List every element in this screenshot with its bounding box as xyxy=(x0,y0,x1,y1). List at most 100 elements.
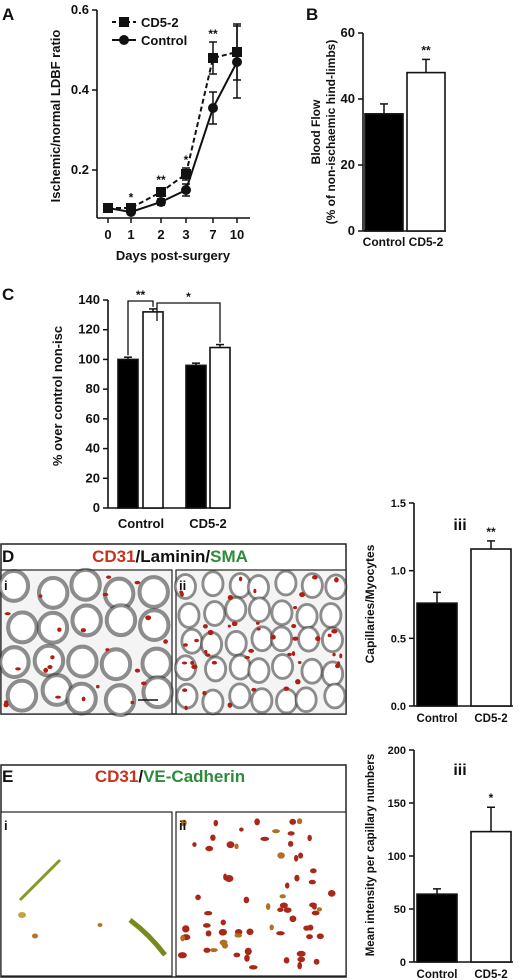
capillary-dot xyxy=(248,648,255,653)
myocyte-cell xyxy=(247,657,271,684)
myocyte-cell xyxy=(275,687,299,715)
capillary-dot xyxy=(283,686,290,691)
myocyte-cell xyxy=(66,644,99,679)
capillary-dot xyxy=(55,695,62,699)
myocyte-cell xyxy=(228,682,252,710)
significance-label: * xyxy=(184,153,189,167)
capillary-dot xyxy=(303,925,311,931)
myocyte-cell xyxy=(201,688,225,716)
capillary-dot xyxy=(298,852,304,859)
capillary-dot xyxy=(204,911,213,916)
capillary-dot xyxy=(327,890,336,897)
capillary-dot xyxy=(213,819,219,827)
significance-label: ** xyxy=(421,43,431,57)
legend-cd5-2-label: CD5-2 xyxy=(141,15,179,30)
x-category-label: CD5-2 xyxy=(474,713,507,725)
capillary-dot xyxy=(293,605,298,610)
capillary-dot xyxy=(256,627,261,631)
y-tick-label: 0 xyxy=(93,500,100,515)
series-cd5-2-line xyxy=(108,51,238,209)
x-tick-label: 1 xyxy=(127,227,134,242)
myocyte-cell xyxy=(69,567,102,602)
x-tick-label: 0 xyxy=(104,227,111,242)
data-point-circle xyxy=(156,197,166,207)
capillary-dot xyxy=(205,845,214,852)
capillary-dot xyxy=(205,653,211,657)
myocyte-cell xyxy=(250,687,274,714)
capillary-dot xyxy=(244,954,250,962)
x-tick-label: 10 xyxy=(230,227,244,242)
capillary-dot xyxy=(177,952,187,959)
capillary-dot xyxy=(272,829,280,834)
data-point-circle xyxy=(181,185,191,195)
capillary-dot xyxy=(294,874,300,882)
x-tick-label: 2 xyxy=(157,227,164,242)
capillary-dot xyxy=(277,852,285,859)
capillary-dot xyxy=(80,628,87,633)
myocyte-cell xyxy=(103,683,137,718)
myocyte-cell xyxy=(177,602,201,629)
bar-control xyxy=(364,113,404,232)
panel-d-sub-ii-label: ii xyxy=(179,578,186,593)
capillary-dot xyxy=(332,652,336,657)
panel-b-letter: B xyxy=(306,5,318,24)
capillary-dot xyxy=(192,842,197,847)
myocyte-cell xyxy=(141,675,174,710)
capillary-dot xyxy=(181,661,188,665)
y-tick-label: 200 xyxy=(388,745,406,757)
data-point-square xyxy=(208,53,218,63)
bar-control-open xyxy=(142,311,164,509)
myocyte-cell xyxy=(99,647,133,682)
capillary-dot xyxy=(287,652,292,657)
bar-control xyxy=(416,602,458,707)
capillary-dot xyxy=(284,882,290,889)
panel-b-y-label-line1: Blood Flow xyxy=(309,99,323,164)
capillary-dot xyxy=(270,634,276,640)
capillary-dot xyxy=(265,903,271,910)
x-category-label: Control xyxy=(363,235,406,249)
significance-label: ** xyxy=(486,525,496,539)
panel-a-letter: A xyxy=(2,5,14,24)
capillary-dot xyxy=(182,925,190,933)
x-category-label: CD5-2 xyxy=(474,969,507,980)
capillary-dot xyxy=(184,705,188,711)
x-category-label: CD5-2 xyxy=(409,235,444,249)
capillary-dot xyxy=(244,655,250,659)
capillary-dot xyxy=(191,664,198,670)
capillary-dot xyxy=(218,928,227,936)
capillary-dot xyxy=(211,660,218,665)
capillary-dot xyxy=(243,896,250,904)
capillary-dot xyxy=(219,939,228,946)
myocyte-cell xyxy=(270,599,294,627)
bar-control xyxy=(416,893,458,963)
y-tick-label: 140 xyxy=(78,292,100,307)
y-tick-label: 40 xyxy=(86,441,100,456)
panel-e-letter: E xyxy=(2,767,13,786)
capillary-dot xyxy=(244,947,252,956)
capillary-dot xyxy=(234,933,243,938)
capillary-dot xyxy=(327,633,332,638)
capillary-dot xyxy=(102,592,109,597)
panel-d-title-laminin: /Laminin/ xyxy=(136,547,211,566)
myocyte-cell xyxy=(203,600,227,627)
capillary-dot xyxy=(279,894,286,899)
capillary-dot xyxy=(334,577,339,583)
capillary-dot xyxy=(130,700,135,705)
capillary-dot xyxy=(180,934,186,942)
myocyte-cell xyxy=(300,657,324,685)
capillary-dot xyxy=(141,681,147,686)
panel-d-image-ii-texture xyxy=(173,569,348,716)
panel-c-bar-chart: % over control non-isc 0 20 40 60 80 100 120 14… xyxy=(50,288,231,531)
panel-a-x-label: Days post-surgery xyxy=(116,248,231,263)
capillary-dot xyxy=(269,924,274,931)
capillary-dot xyxy=(207,629,214,636)
y-tick-label: 0.5 xyxy=(391,633,406,645)
panel-e-sub-i-label: i xyxy=(4,818,8,833)
panel-e-image-i xyxy=(0,811,173,977)
panel-a-line-chart: Ischemic/normal LDBF ratio Days post-sur… xyxy=(48,2,250,263)
panel-e-title: CD31/VE-Cadherin xyxy=(95,767,245,786)
capillary-dot xyxy=(295,679,301,685)
capillary-dot xyxy=(50,655,55,660)
panel-d-sub-i-label: i xyxy=(4,578,8,593)
